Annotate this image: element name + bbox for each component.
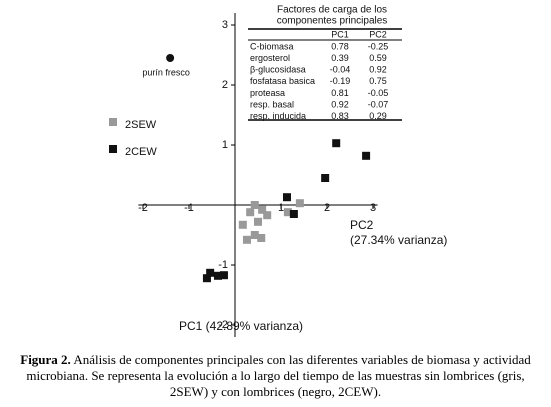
table-header: PC2 [369, 29, 387, 39]
point [238, 220, 247, 229]
table-cell: resp. basal [250, 99, 294, 109]
table-title: Factores de carga de los [277, 5, 387, 16]
point [242, 235, 251, 244]
point [246, 208, 255, 217]
table-cell: 0.92 [369, 65, 387, 75]
y-tick-label: 1 [222, 139, 228, 151]
table-cell: -0.19 [330, 76, 351, 86]
table-header: PC1 [331, 29, 349, 39]
y-axis-label: PC2 [350, 218, 374, 232]
point-label: purín fresco [142, 67, 190, 77]
point [283, 208, 292, 217]
x-tick-label: -1 [184, 202, 194, 214]
point [213, 271, 222, 280]
point [258, 205, 267, 214]
legend-swatch [109, 145, 117, 153]
point [295, 199, 304, 208]
legend-label: 2CEW [125, 146, 157, 158]
point [250, 201, 259, 209]
table-cell: -0.25 [368, 41, 389, 51]
chart: Factores de carga de los componentes pri… [109, 5, 447, 337]
table-cell: proteasa [250, 88, 285, 98]
point [250, 231, 259, 239]
point [166, 54, 175, 62]
table-title: componentes principales [277, 16, 388, 27]
point [362, 151, 371, 160]
x-tick-label: -2 [138, 202, 148, 214]
point [257, 234, 266, 242]
caption: Figura 2. Análisis de componentes princi… [10, 352, 541, 400]
table-cell: 0.92 [331, 99, 349, 109]
table-cell: 0.83 [331, 111, 349, 121]
table-cell: 0.81 [331, 88, 349, 98]
point [263, 211, 272, 220]
point [289, 210, 298, 218]
point [206, 268, 215, 277]
table-cell: -0.07 [368, 99, 389, 109]
y-axis-label: (27.34% varianza) [350, 233, 447, 247]
y-tick-label: -2 [218, 319, 228, 331]
table-cell: 0.39 [331, 53, 349, 63]
table-cell: 0.29 [369, 111, 387, 121]
table-cell: -0.04 [330, 65, 351, 75]
legend-swatch [109, 118, 117, 126]
caption-text: Análisis de componentes principales con … [26, 352, 531, 399]
table-cell: β-glucosidasa [250, 65, 306, 75]
x-tick-label: 1 [278, 202, 284, 214]
y-tick-label: 3 [222, 19, 228, 31]
point [254, 217, 262, 226]
x-tick-label: 2 [324, 202, 330, 214]
y-tick-label: 2 [222, 79, 228, 91]
x-tick-label: 3 [370, 202, 376, 214]
table-cell: resp. inducida [250, 111, 306, 121]
table-cell: -0.05 [368, 88, 389, 98]
y-tick-label: -1 [218, 259, 228, 271]
table-cell: C-biomasa [250, 41, 294, 51]
x-axis-label: PC1 (42.89% varianza) [179, 319, 303, 333]
point [202, 274, 211, 283]
table-cell: fosfatasa basica [250, 76, 315, 86]
point [321, 174, 330, 182]
table-cell: 0.75 [369, 76, 387, 86]
point [219, 271, 228, 280]
table-cell: ergosterol [250, 53, 290, 63]
point [282, 193, 291, 202]
table-cell: 0.78 [331, 41, 349, 51]
legend-label: 2SEW [125, 119, 157, 131]
table-cell: 0.59 [369, 53, 387, 63]
point [332, 139, 341, 148]
caption-label: Figura 2. [20, 352, 71, 367]
